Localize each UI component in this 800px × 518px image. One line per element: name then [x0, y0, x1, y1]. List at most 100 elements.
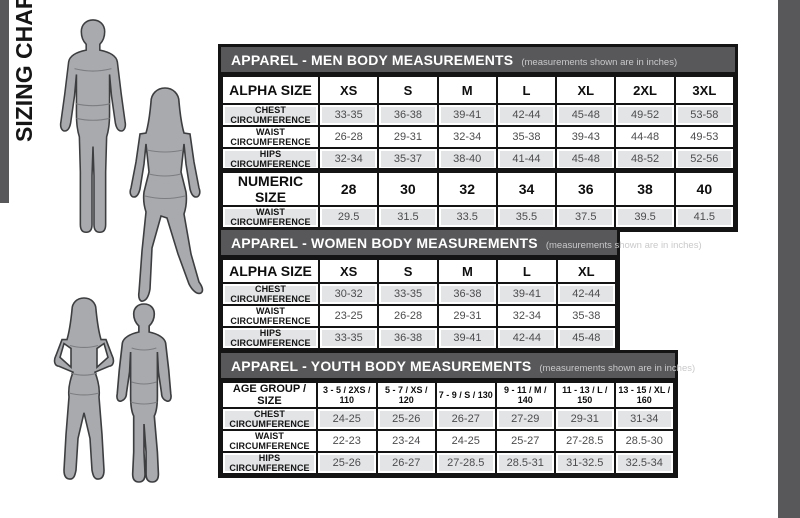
value-cell: 27-28.5 [554, 429, 616, 453]
left-accent-bar [0, 0, 9, 203]
row-label: HIPS CIRCUMFERENCE [221, 451, 318, 475]
men-measurements-table: APPAREL - MEN BODY MEASUREMENTS (measure… [218, 44, 738, 174]
column-header: XS [317, 258, 380, 284]
value-cell: 38-40 [436, 147, 498, 171]
boy-silhouette-icon [116, 303, 172, 483]
value-cell: 29-31 [436, 304, 499, 328]
value-cell: 49-53 [673, 125, 736, 149]
table-row: WAIST CIRCUMFERENCE 26-28 29-31 32-34 35-38 3… [221, 125, 736, 149]
column-header: 34 [495, 171, 558, 207]
table-row: CHEST CIRCUMFERENCE 33-35 36-38 39-41 42-44 4… [221, 103, 736, 127]
table-row: CHEST CIRCUMFERENCE 30-32 33-35 36-38 39-41 4… [221, 282, 618, 306]
value-cell: 44-48 [614, 125, 676, 149]
value-cell: 41.5 [673, 205, 736, 229]
women-size-grid: ALPHA SIZE XS S M L XL CHEST CIRCUMFERENCE 30-3… [221, 258, 618, 350]
value-cell: 26-27 [435, 407, 497, 431]
value-cell: 53-58 [673, 103, 736, 127]
value-cell: 45-48 [555, 103, 617, 127]
row-label: CHEST CIRCUMFERENCE [221, 103, 320, 127]
value-cell: 52-56 [673, 147, 736, 171]
column-header: 5 - 7 / XS / 120 [375, 381, 437, 409]
column-header: 32 [436, 171, 498, 207]
row-label: WAIST CIRCUMFERENCE [221, 205, 320, 229]
column-header: M [436, 258, 499, 284]
value-cell: 41-44 [495, 147, 558, 171]
column-header: 11 - 13 / L / 150 [554, 381, 616, 409]
value-cell: 39-41 [436, 326, 499, 350]
table-row: WAIST CIRCUMFERENCE 23-25 26-28 29-31 32-34 3… [221, 304, 618, 328]
value-cell: 42-44 [496, 326, 558, 350]
header-row: ALPHA SIZE XS S M L XL [221, 258, 618, 284]
value-cell: 30-32 [317, 282, 380, 306]
row-label: WAIST CIRCUMFERENCE [221, 304, 320, 328]
value-cell: 26-28 [377, 304, 439, 328]
value-cell: 32-34 [496, 304, 558, 328]
men-table-title-bar: APPAREL - MEN BODY MEASUREMENTS (measure… [221, 47, 735, 75]
row-label: CHEST CIRCUMFERENCE [221, 282, 320, 306]
men-size-grid: ALPHA SIZE XS S M L XL 2XL 3XL CHEST CIRCUMFEREN… [221, 75, 736, 171]
value-cell: 42-44 [495, 103, 558, 127]
value-cell: 36-38 [377, 103, 439, 127]
women-measurements-table: APPAREL - WOMEN BODY MEASUREMENTS (measu… [218, 227, 702, 353]
value-cell: 35-38 [495, 125, 558, 149]
value-cell: 25-26 [316, 451, 378, 475]
value-cell: 39-41 [496, 282, 558, 306]
column-header: 7 - 9 / S / 130 [435, 381, 497, 409]
column-header: 13 - 15 / XL / 160 [613, 381, 675, 409]
value-cell: 48-52 [614, 147, 676, 171]
women-table-title-bar: APPAREL - WOMEN BODY MEASUREMENTS (measu… [221, 230, 702, 258]
row-label: HIPS CIRCUMFERENCE [221, 147, 320, 171]
value-cell: 24-25 [316, 407, 378, 431]
value-cell: 25-27 [494, 429, 556, 453]
value-cell: 45-48 [555, 147, 617, 171]
table-row: WAIST CIRCUMFERENCE 22-23 23-24 24-25 25-27 2… [221, 429, 675, 453]
value-cell: 39-43 [555, 125, 617, 149]
value-cell: 45-48 [555, 326, 618, 350]
value-cell: 25-26 [375, 407, 437, 431]
value-cell: 28.5-31 [494, 451, 556, 475]
value-cell: 33-35 [377, 282, 439, 306]
row-label: WAIST CIRCUMFERENCE [221, 125, 320, 149]
girl-silhouette-icon [53, 297, 115, 480]
value-cell: 32.5-34 [613, 451, 675, 475]
youth-measurements-table: APPAREL - YOUTH BODY MEASUREMENTS (measu… [218, 350, 695, 478]
header-row: NUMERIC SIZE 28 30 32 34 36 38 40 [221, 171, 736, 207]
men-table-subtitle: (measurements shown are in inches) [521, 57, 678, 68]
size-type-header: ALPHA SIZE [221, 75, 320, 105]
value-cell: 27-29 [494, 407, 556, 431]
column-header: XL [555, 75, 617, 105]
value-cell: 39.5 [614, 205, 676, 229]
value-cell: 33.5 [436, 205, 498, 229]
value-cell: 36-38 [377, 326, 439, 350]
table-row: HIPS CIRCUMFERENCE 25-26 26-27 27-28.5 28.5-… [221, 451, 675, 475]
value-cell: 35.5 [495, 205, 558, 229]
column-header: 2XL [614, 75, 676, 105]
youth-table-title: APPAREL - YOUTH BODY MEASUREMENTS [231, 358, 532, 374]
right-accent-bar [778, 0, 800, 518]
value-cell: 33-35 [317, 326, 380, 350]
header-row: AGE GROUP / SIZE 3 - 5 / 2XS / 110 5 - 7 /… [221, 381, 675, 409]
value-cell: 35-38 [555, 304, 618, 328]
table-row: HIPS CIRCUMFERENCE 32-34 35-37 38-40 41-44 45… [221, 147, 736, 171]
size-type-header: NUMERIC SIZE [221, 171, 320, 207]
row-label: CHEST CIRCUMFERENCE [221, 407, 318, 431]
value-cell: 31-34 [613, 407, 675, 431]
value-cell: 35-37 [377, 147, 439, 171]
column-header: 38 [614, 171, 676, 207]
value-cell: 24-25 [435, 429, 497, 453]
youth-table-title-bar: APPAREL - YOUTH BODY MEASUREMENTS (measu… [221, 353, 695, 381]
column-header: XS [317, 75, 380, 105]
men-table-title: APPAREL - MEN BODY MEASUREMENTS [231, 52, 514, 68]
men-numeric-size-table: NUMERIC SIZE 28 30 32 34 36 38 40 WAIST CIRCUMFE… [218, 168, 738, 232]
row-label: WAIST CIRCUMFERENCE [221, 429, 318, 453]
column-header: 9 - 11 / M / 140 [494, 381, 556, 409]
column-header: M [436, 75, 498, 105]
value-cell: 26-28 [317, 125, 380, 149]
column-header: 28 [317, 171, 380, 207]
woman-silhouette-icon [129, 87, 204, 302]
value-cell: 31.5 [377, 205, 439, 229]
column-header: 3 - 5 / 2XS / 110 [316, 381, 378, 409]
column-header: L [495, 75, 558, 105]
column-header: 30 [377, 171, 439, 207]
page-title: SIZING CHART [11, 0, 37, 142]
